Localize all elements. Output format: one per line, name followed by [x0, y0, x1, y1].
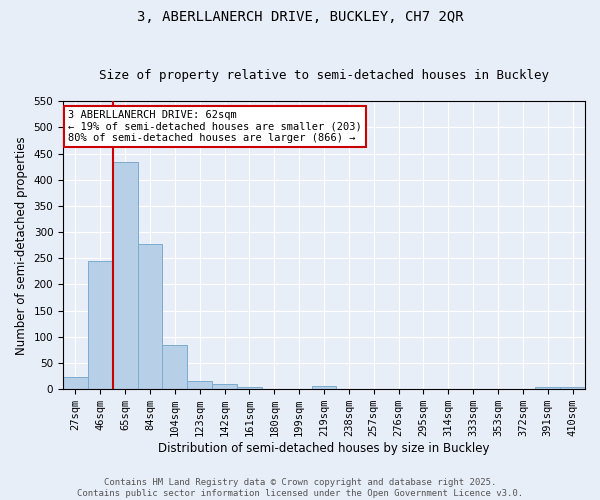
Text: Contains HM Land Registry data © Crown copyright and database right 2025.
Contai: Contains HM Land Registry data © Crown c… [77, 478, 523, 498]
Title: Size of property relative to semi-detached houses in Buckley: Size of property relative to semi-detach… [99, 69, 549, 82]
Bar [187, 382, 212, 389]
Bar [63, 376, 88, 389]
Bar [560, 386, 585, 389]
Bar [311, 386, 337, 389]
Bar [535, 386, 560, 389]
X-axis label: Distribution of semi-detached houses by size in Buckley: Distribution of semi-detached houses by … [158, 442, 490, 455]
Bar [88, 262, 113, 389]
Bar [163, 344, 187, 389]
Bar [237, 386, 262, 389]
Text: 3 ABERLLANERCH DRIVE: 62sqm
← 19% of semi-detached houses are smaller (203)
80% : 3 ABERLLANERCH DRIVE: 62sqm ← 19% of sem… [68, 110, 362, 143]
Bar [212, 384, 237, 389]
Text: 3, ABERLLANERCH DRIVE, BUCKLEY, CH7 2QR: 3, ABERLLANERCH DRIVE, BUCKLEY, CH7 2QR [137, 10, 463, 24]
Bar [137, 244, 163, 389]
Y-axis label: Number of semi-detached properties: Number of semi-detached properties [15, 136, 28, 354]
Bar [113, 162, 137, 389]
